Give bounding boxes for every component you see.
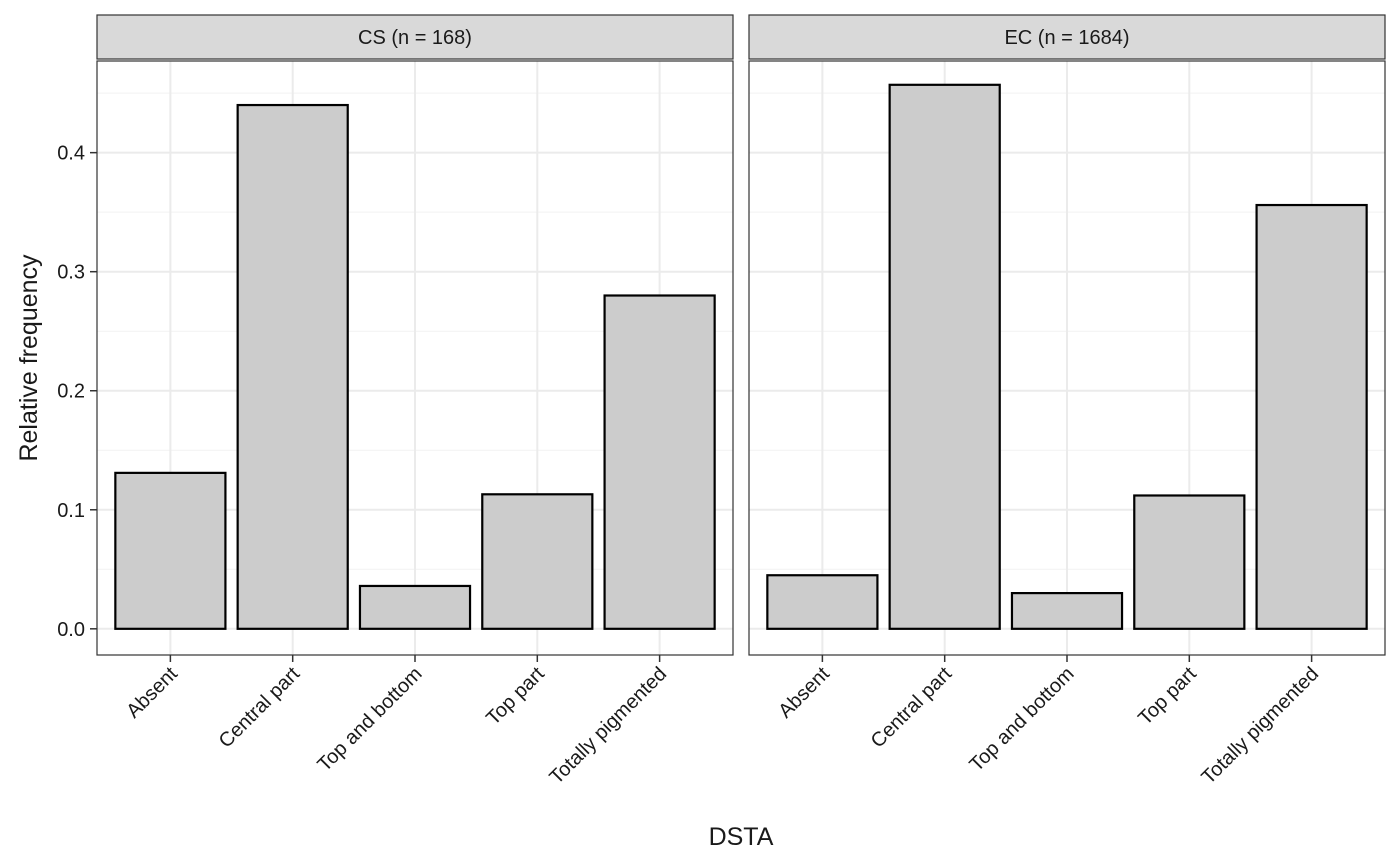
facet-panel-1: CS (n = 168) Absent Central part Top and bo… — [96, 14, 734, 789]
x-axis-title: DSTA — [709, 823, 774, 851]
facet-strip-label: EC (n = 1684) — [1004, 27, 1129, 49]
bar-top-part — [1133, 494, 1246, 630]
bar-absent — [114, 471, 227, 630]
x-tick-label: Totally pigmented — [1198, 663, 1324, 789]
facet-strip — [96, 14, 734, 60]
bar-central-part — [236, 103, 349, 630]
x-tick-label: Totally pigmented — [546, 663, 672, 789]
facet-panel-2: EC (n = 1684) Absent Central part Top and b… — [748, 14, 1386, 789]
facet-strip — [748, 14, 1386, 60]
x-tick-label: Top and bottom — [965, 663, 1078, 776]
y-tick-label: 0.2 — [57, 381, 85, 403]
bar-central-part — [888, 83, 1001, 630]
x-tick-label: Central part — [215, 663, 305, 753]
x-tick-label: Absent — [122, 663, 182, 723]
x-tick-label: Central part — [867, 663, 957, 753]
y-tick-label: 0.1 — [57, 500, 85, 522]
bar-top-part — [481, 493, 594, 630]
bar-top-and-bottom — [1010, 592, 1124, 630]
y-axis: 0.0 0.1 0.2 0.3 0.4 — [57, 143, 97, 641]
bar-totally-pigmented — [1255, 203, 1368, 630]
y-tick-label: 0.4 — [57, 143, 85, 165]
x-tick-label: Top part — [482, 663, 549, 730]
y-tick-label: 0.0 — [57, 619, 85, 641]
y-axis-title: Relative frequency — [15, 254, 43, 462]
x-tick-label: Absent — [774, 663, 834, 723]
bar-top-and-bottom — [358, 584, 472, 630]
facet-panels: CS (n = 168)Absent Central part Top and bo… — [96, 14, 1386, 789]
y-tick-label: 0.3 — [57, 262, 85, 284]
facet-strip-label: CS (n = 168) — [358, 27, 472, 49]
bar-absent — [766, 574, 879, 630]
bar-totally-pigmented — [603, 294, 716, 630]
x-tick-label: Top part — [1134, 663, 1201, 730]
x-tick-label: Top and bottom — [313, 663, 426, 776]
